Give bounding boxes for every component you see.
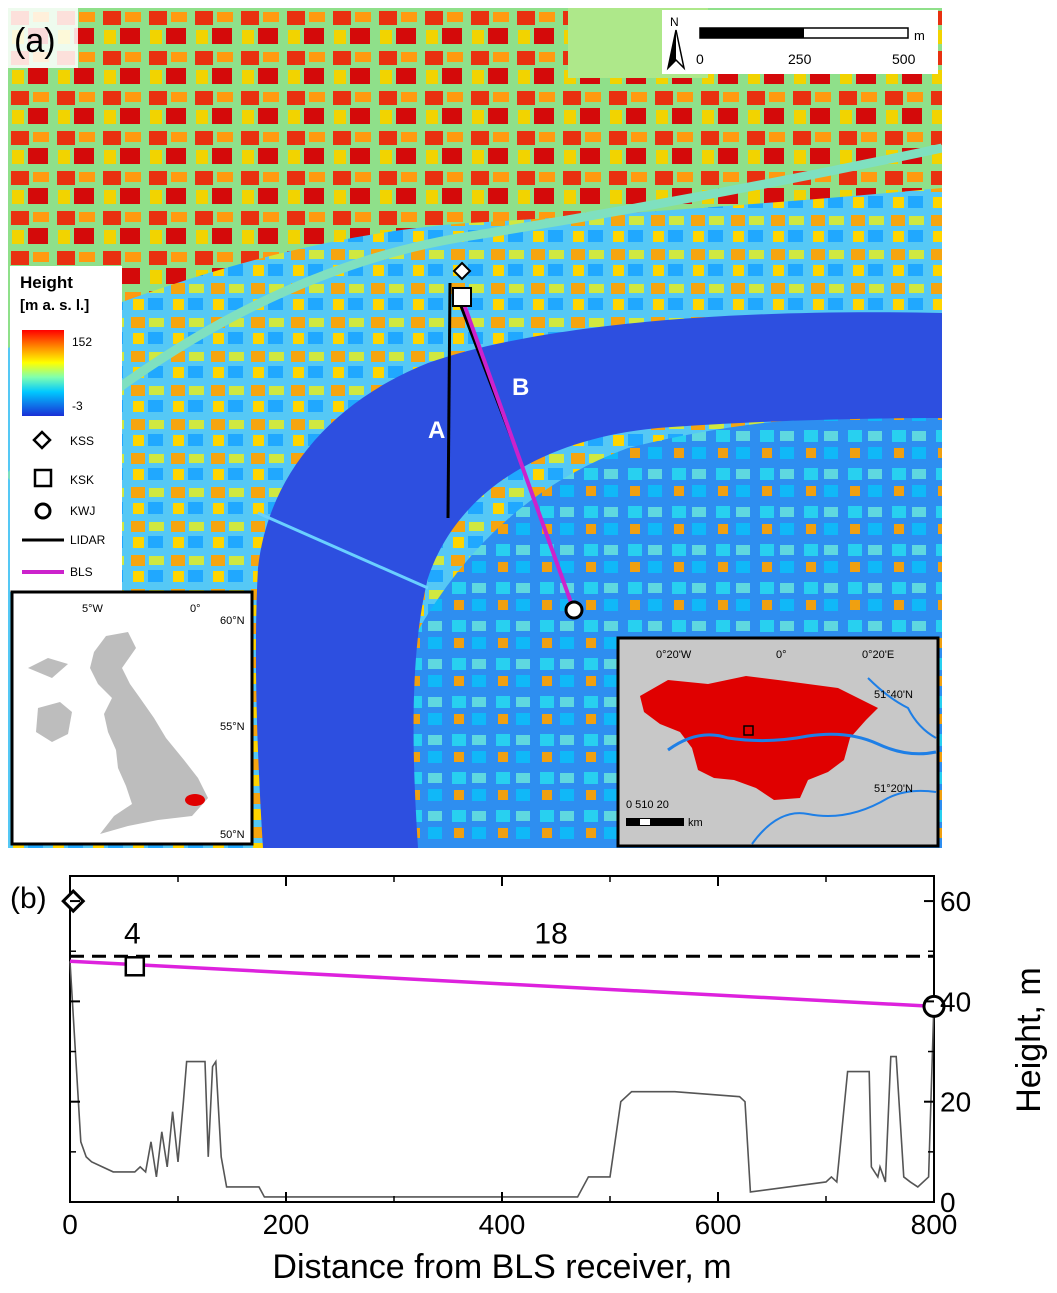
x-tick-label: 200 [263,1209,310,1240]
y-axis-label: Height, m [1010,967,1048,1113]
scale-unit: m [914,28,925,43]
london-scale-bar [626,818,684,826]
london-lat-20: 51°20'N [874,783,913,795]
scale-tick-0: 0 [696,51,704,67]
greater-london-shape [640,676,878,800]
plot-frame [69,875,935,1203]
y-tick-label: 40 [940,986,971,1017]
uk-lon-5w: 5°W [82,603,104,615]
scale-tick-250: 250 [788,51,812,67]
square-icon [33,468,53,488]
uk-inset-map: 5°W 0° 60°N 55°N 50°N [10,590,254,846]
colorbar-min: -3 [72,399,83,413]
london-scale-numbers: 0 510 20 [626,799,669,811]
uk-lat-50: 50°N [220,829,245,841]
london-scale-unit: km [688,817,703,829]
height-profile-panel: 0 200 400 600 800 0 20 40 60 (b) 4 18 Distance f… [0,850,1057,1288]
great-britain-shape [90,632,208,834]
x-tick-label: 600 [695,1209,742,1240]
segment-label-4: 4 [124,918,141,951]
y-tick-label: 0 [940,1187,956,1218]
circle-icon [34,502,52,520]
legend-kwj: KWJ [70,504,95,518]
uk-lon-0: 0° [190,603,201,615]
uk-lat-55: 55°N [220,721,245,733]
uk-lat-60: 60°N [220,615,245,627]
segment-label-18: 18 [534,918,567,951]
legend-bls: BLS [70,565,93,579]
tributary-line-2 [751,789,937,845]
y-tick-label: 60 [940,886,971,917]
height-colorbar [22,330,64,416]
ksk-marker [124,956,146,977]
london-highlight [185,794,205,806]
london-lon-20w: 0°20'W [656,649,692,661]
lidar-path-a [446,282,452,519]
kss-site-marker [452,261,472,281]
thames-river-line [667,732,937,756]
hebrides-shape [28,658,68,678]
panel-a-label-box [8,8,78,68]
path-label-b: B [512,374,529,401]
river [255,312,942,848]
x-tick-label: 400 [479,1209,526,1240]
legend-lidar: LIDAR [70,533,106,547]
london-lon-20e: 0°20'E [862,649,894,661]
scale-bar: N m 0 250 500 [662,10,938,74]
bls-path [458,292,575,609]
legend-kss: KSS [70,434,94,448]
terrain-profile-line [69,961,935,1198]
study-area-box [743,725,754,736]
tributary-line-1 [867,677,937,739]
london-lat-40: 51°40'N [874,689,913,701]
embankment-road [8,143,942,482]
london-lon-0: 0° [776,649,787,661]
x-tick-label: 800 [911,1209,958,1240]
x-tick-label: 0 [62,1209,78,1240]
london-inset-map: 0°20'W 0° 0°20'E 51°40'N 51°20'N 0 510 2… [616,636,940,848]
legend-unit: [m a. s. l.] [20,297,89,314]
bridge [257,511,429,590]
legend-ksk: KSK [70,473,94,487]
ireland-shape [36,702,72,742]
bls-path-line [69,959,935,1009]
north-label: N [670,15,679,29]
colorbar-max: 152 [72,335,92,349]
height-map-panel: A B (a) N m 0 250 500 Height [m a. s. l.… [8,8,942,848]
x-axis-label: Distance from BLS receiver, m [272,1248,731,1286]
y-tick-label: 20 [940,1087,971,1118]
kwj-site-marker [564,600,584,620]
diamond-icon [32,430,52,450]
ksk-site-marker [452,287,472,307]
map-legend: Height [m a. s. l.] 152 -3 KSS KSK KWJ L… [10,266,122,592]
panel-b-label: (b) [10,882,47,915]
legend-title: Height [20,273,73,292]
panel-a-label: (a) [14,22,56,60]
path-label-a: A [428,417,445,444]
scale-tick-500: 500 [892,51,916,67]
